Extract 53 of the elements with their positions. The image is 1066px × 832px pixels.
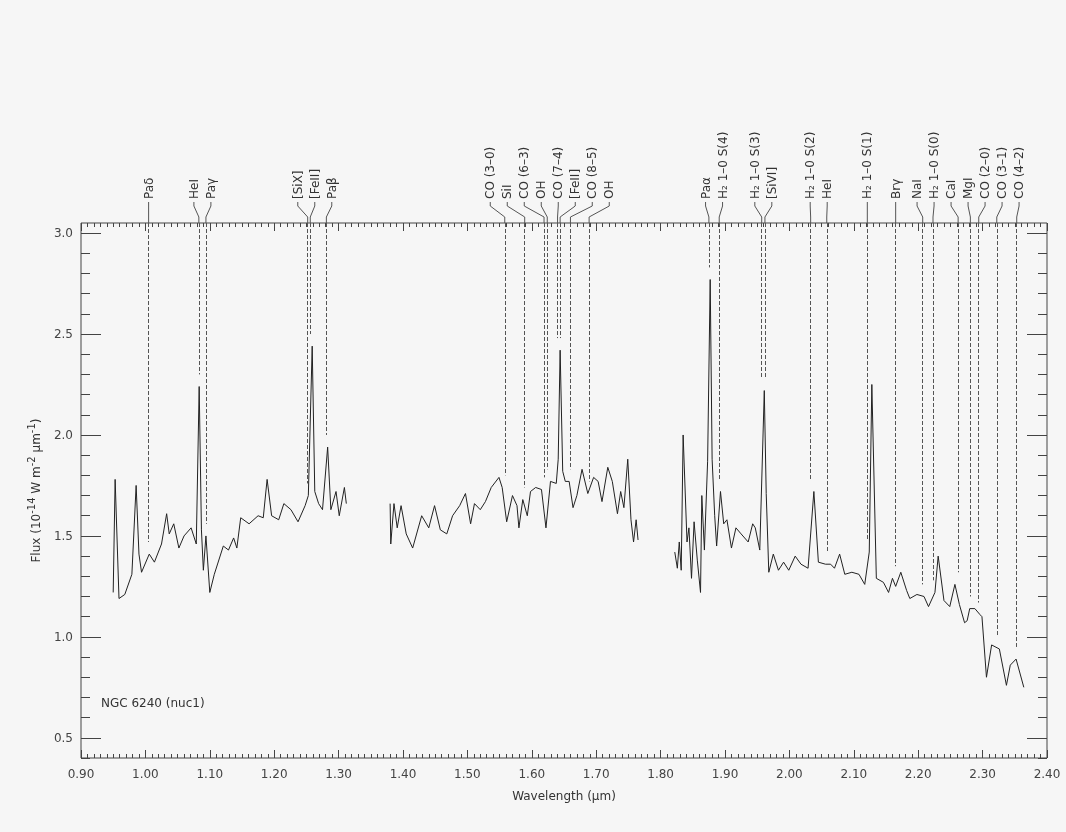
ref-line-label: H₂ 1–0 S(1) bbox=[860, 131, 875, 199]
ref-line-label: CO (4–2) bbox=[1012, 146, 1027, 199]
annotation: NGC 6240 (nuc1) bbox=[101, 696, 205, 710]
x-tick-label: 2.00 bbox=[776, 767, 803, 781]
x-tick-label: 2.40 bbox=[1033, 767, 1061, 781]
ref-line-label: HeI bbox=[186, 179, 201, 199]
ref-line-label: [SiVI] bbox=[764, 166, 779, 199]
ref-line-label: Paγ bbox=[203, 177, 218, 199]
y-tick-label: 0.5 bbox=[53, 730, 73, 745]
ref-line-label: CO (2–0) bbox=[978, 146, 993, 199]
y-tick-label: 1.0 bbox=[53, 629, 73, 644]
x-axis-title: Wavelength (μm) bbox=[511, 789, 617, 803]
ref-line-label: H₂ 1–0 S(0) bbox=[927, 131, 942, 199]
y-tick-label: 2.5 bbox=[53, 327, 73, 342]
x-tick-label: 0.90 bbox=[67, 767, 95, 781]
y-tick-label: 2.0 bbox=[53, 427, 73, 442]
ref-line-label: MgI bbox=[961, 177, 976, 199]
x-tick-label: 2.30 bbox=[969, 767, 996, 781]
x-tick-label: 1.70 bbox=[582, 767, 610, 781]
ref-line-label: SiI bbox=[500, 184, 515, 199]
ref-line-label: CO (3–0) bbox=[483, 146, 498, 199]
ref-line-label: CO (3–1) bbox=[995, 146, 1010, 199]
x-tick-label: 1.10 bbox=[196, 767, 224, 781]
x-tick-label: 1.40 bbox=[389, 767, 417, 781]
ref-line-label: CaI bbox=[944, 179, 959, 199]
x-tick-label: 2.20 bbox=[904, 767, 932, 781]
ref-line-label: [FeII] bbox=[568, 168, 583, 199]
ref-line-label: CO (7–4) bbox=[551, 146, 566, 199]
x-tick-label: 1.20 bbox=[260, 767, 288, 781]
ref-line-label: OH bbox=[602, 180, 617, 199]
ref-line-label: [SiX] bbox=[290, 170, 305, 199]
x-tick-label: 1.80 bbox=[647, 767, 674, 781]
x-tick-label: 2.10 bbox=[840, 767, 868, 781]
ref-line-label: CO (8–5) bbox=[585, 146, 600, 199]
ref-line-label: H₂ 1–0 S(3) bbox=[747, 131, 762, 199]
ref-line-label: H₂ 1–0 S(4) bbox=[715, 131, 730, 199]
x-tick-label: 1.30 bbox=[325, 767, 352, 781]
x-tick-label: 1.90 bbox=[711, 767, 739, 781]
x-tick-label: 1.00 bbox=[132, 767, 159, 781]
x-tick-label: 1.50 bbox=[454, 767, 481, 781]
y-tick-label: 3.0 bbox=[53, 226, 73, 241]
ref-line-label: HeI bbox=[820, 179, 835, 199]
ref-line-label: [FeII] bbox=[307, 168, 322, 199]
ref-line-label: Paβ bbox=[324, 177, 339, 199]
ref-line-label: CO (6–3) bbox=[517, 146, 532, 199]
ref-line-label: H₂ 1–0 S(2) bbox=[803, 131, 818, 199]
y-tick-label: 1.5 bbox=[53, 528, 73, 543]
ref-line-label: NaI bbox=[910, 179, 925, 199]
ref-line-label: OH bbox=[534, 180, 549, 199]
ref-line-label: Paα bbox=[698, 176, 713, 199]
ref-line-label: Brγ bbox=[888, 178, 903, 199]
x-tick-label: 1.60 bbox=[518, 767, 546, 781]
ref-line-label: Paδ bbox=[141, 177, 156, 199]
